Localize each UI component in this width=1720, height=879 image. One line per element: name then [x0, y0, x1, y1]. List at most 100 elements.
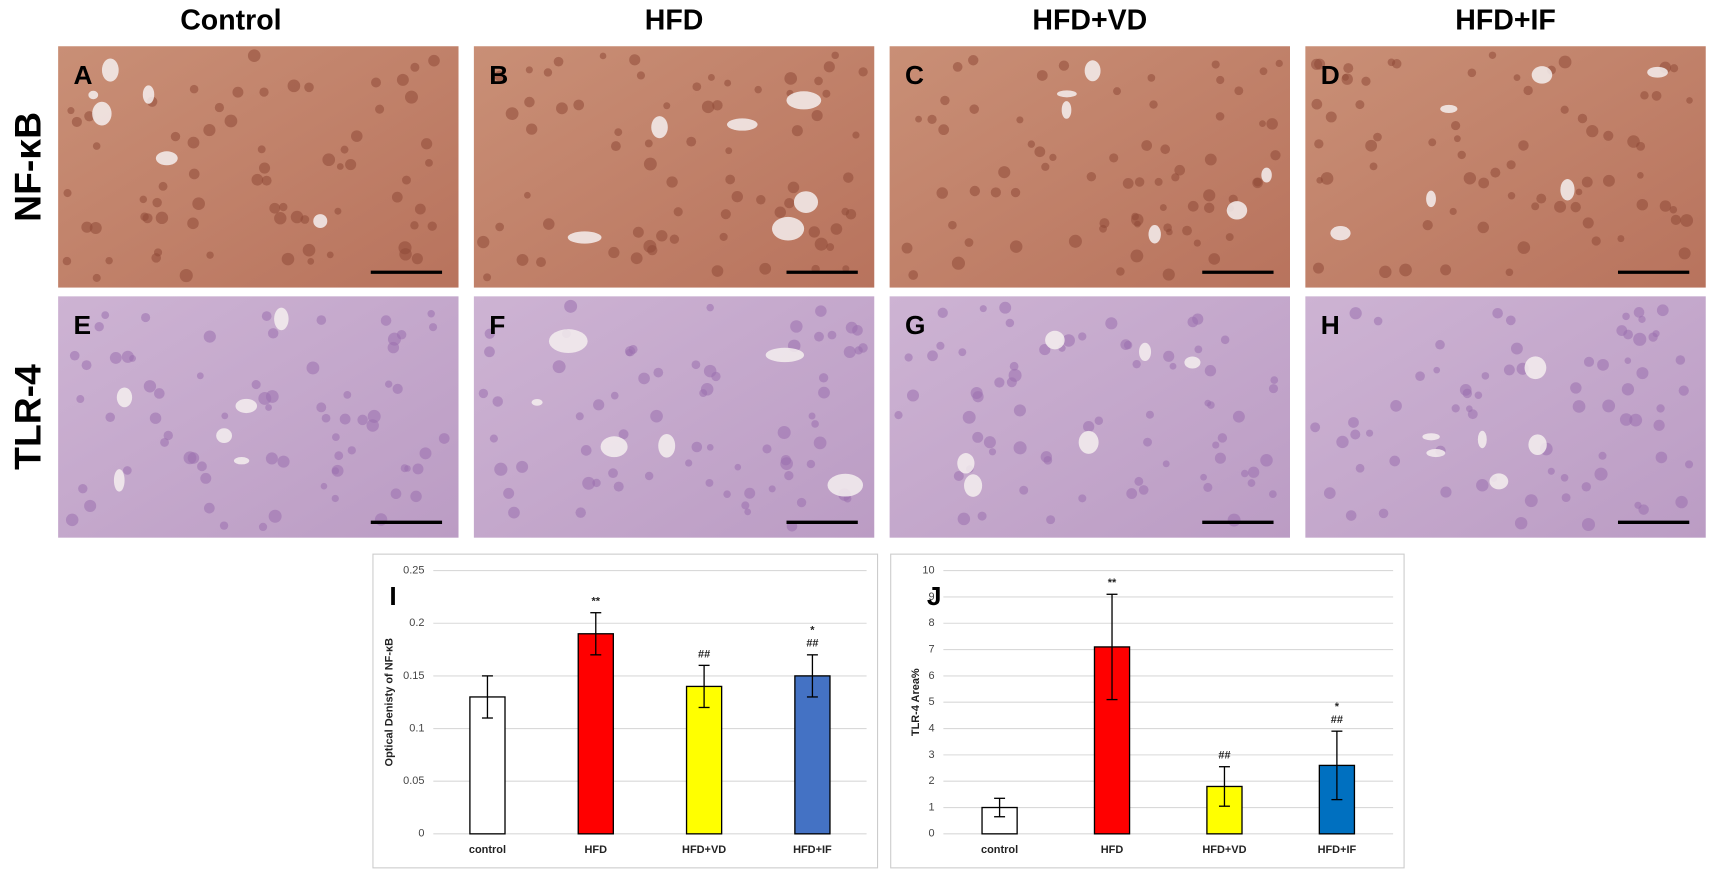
nucleus: [187, 136, 200, 149]
nucleus: [1041, 162, 1050, 171]
nucleus: [969, 104, 979, 114]
nucleus: [387, 332, 401, 346]
nucleus: [1247, 466, 1260, 478]
nucleus: [1622, 312, 1630, 321]
nucleus: [826, 243, 835, 251]
nucleus: [827, 330, 837, 340]
nucleus: [1193, 239, 1201, 247]
nucleus: [811, 420, 819, 428]
nucleus: [347, 446, 356, 455]
nucleus: [1659, 200, 1672, 212]
vacuole: [313, 214, 328, 229]
nucleus: [1560, 473, 1569, 482]
nucleus: [1270, 376, 1279, 384]
nucleus: [1463, 172, 1477, 185]
nucleus: [938, 124, 950, 136]
nucleus: [1634, 501, 1642, 509]
nucleus: [141, 312, 151, 323]
nucleus: [858, 67, 868, 77]
nucleus: [990, 187, 1001, 198]
nucleus: [1171, 173, 1180, 182]
nucleus: [412, 463, 424, 475]
nucleus: [516, 253, 529, 266]
nucleus: [774, 206, 786, 218]
micrograph: [473, 46, 875, 288]
nucleus: [1314, 58, 1326, 70]
nucleus: [1637, 172, 1644, 179]
nucleus: [556, 102, 568, 115]
nucleus: [1451, 404, 1460, 413]
nucleus: [614, 128, 623, 137]
nucleus: [505, 107, 519, 121]
nucleus: [808, 226, 820, 238]
nucleus: [121, 350, 134, 363]
nucleus: [1506, 160, 1516, 170]
vacuole: [1560, 179, 1575, 201]
vacuole: [1330, 225, 1351, 241]
bar: [577, 633, 614, 835]
nucleus: [1365, 139, 1378, 152]
vacuole: [1440, 104, 1458, 114]
nucleus: [1252, 177, 1263, 189]
nucleus: [580, 445, 592, 456]
vacuole: [235, 398, 258, 414]
vacuole: [567, 231, 602, 244]
nucleus: [1518, 140, 1529, 151]
nucleus: [1575, 188, 1583, 196]
nucleus: [316, 315, 327, 325]
nucleus: [1268, 490, 1277, 498]
column-header: HFD+VD: [1032, 5, 1147, 37]
nucleus: [1648, 332, 1658, 342]
nucleus: [599, 52, 607, 60]
nucleus: [1581, 482, 1592, 492]
nucleus: [1154, 177, 1163, 186]
nucleus: [536, 257, 546, 268]
nucleus: [1143, 437, 1152, 447]
nucleus: [784, 470, 794, 481]
nucleus: [1141, 140, 1153, 151]
vacuole: [1524, 356, 1547, 380]
nucleus: [1586, 125, 1599, 138]
nucleus: [1678, 385, 1689, 396]
nucleus: [1348, 417, 1359, 428]
chart-frame: [372, 553, 879, 869]
nucleus: [1325, 111, 1337, 123]
nucleus: [686, 136, 697, 147]
nucleus: [610, 391, 619, 400]
nucleus: [908, 270, 919, 280]
vacuole: [1061, 101, 1072, 119]
nucleus: [1227, 513, 1241, 527]
nucleus: [969, 185, 981, 197]
significance-mark: ##: [806, 638, 818, 650]
nucleus: [754, 85, 762, 94]
nucleus: [478, 388, 489, 399]
nucleus: [842, 265, 850, 273]
nucleus: [701, 100, 715, 114]
nucleus: [265, 390, 279, 403]
nucleus: [731, 190, 743, 203]
nucleus: [65, 513, 79, 527]
vacuole: [116, 387, 133, 408]
nucleus: [1116, 267, 1125, 276]
nucleus: [1320, 172, 1334, 185]
micrograph: [1305, 296, 1706, 538]
nucleus: [321, 413, 331, 423]
nucleus: [1214, 452, 1226, 464]
nucleus: [1453, 135, 1461, 143]
nucleus: [1323, 487, 1336, 499]
nucleus: [290, 210, 304, 224]
nucleus: [638, 372, 650, 385]
nucleus: [1440, 264, 1452, 276]
nucleus: [669, 234, 680, 244]
vacuole: [765, 347, 805, 363]
nucleus: [526, 123, 538, 135]
nucleus: [784, 197, 795, 209]
nucleus: [979, 305, 987, 313]
nucleus: [391, 191, 403, 203]
nucleus: [814, 237, 828, 251]
nucleus: [608, 246, 620, 259]
nucleus: [316, 402, 327, 413]
nucleus: [410, 62, 420, 72]
nucleus: [1268, 384, 1279, 394]
